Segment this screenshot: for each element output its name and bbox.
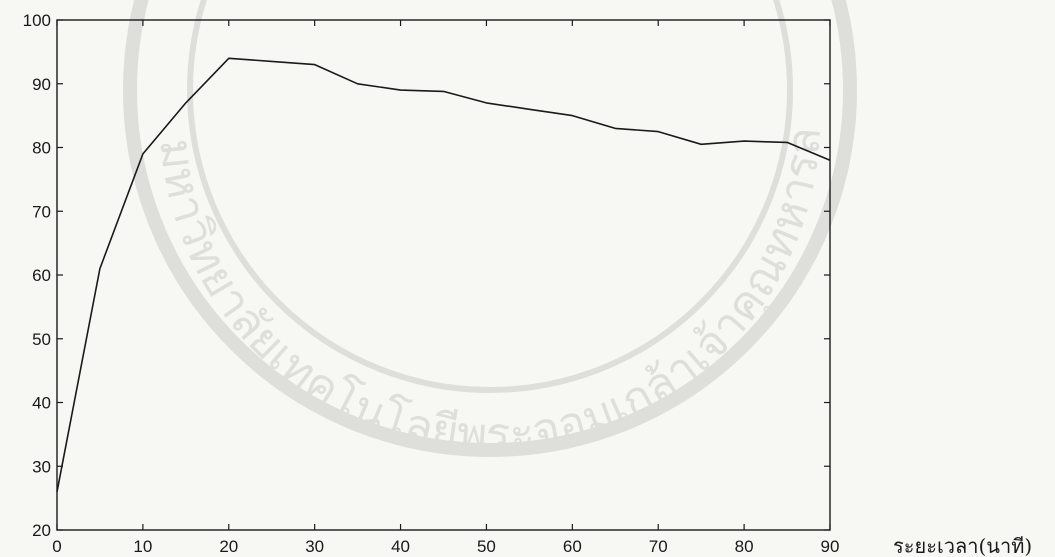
watermark-seal: มหาวิทยาลัยเทคโนโลยีพระจอมเกล้าเจ้าคุณทห…: [0, 0, 857, 461]
y-tick-label: 100: [23, 11, 51, 30]
series-lines: [56, 57, 831, 492]
x-tick-label: 50: [477, 537, 496, 556]
y-tick-label: 30: [32, 457, 51, 476]
x-tick-label: 10: [133, 537, 152, 556]
axis-ticks: [56, 19, 831, 531]
x-tick-label: 70: [649, 537, 668, 556]
y-tick-label: 80: [32, 139, 51, 158]
y-tick-label: 40: [32, 394, 51, 413]
y-tick-label: 60: [32, 266, 51, 285]
y-tick-label: 50: [32, 330, 51, 349]
x-axis-label: ระยะเวลา(นาที): [893, 534, 1033, 557]
y-tick-label: 90: [32, 75, 51, 94]
y-tick-label: 70: [32, 202, 51, 221]
watermark-outer-ring: [123, 0, 857, 457]
x-tick-label: 20: [219, 537, 238, 556]
x-tick-label: 40: [391, 537, 410, 556]
x-tick-label: 60: [563, 537, 582, 556]
x-tick-label: 0: [52, 537, 61, 556]
y-tick-label: 20: [32, 521, 51, 540]
axis-tick-labels: 0 10 20 30 40 50 60 70 80 90 20 30 40 50 60 70 80 90 100: [23, 11, 840, 556]
x-tick-label: 80: [735, 537, 754, 556]
watermark-inner-ring: [187, 0, 793, 393]
series-line: [56, 57, 831, 492]
x-tick-label: 90: [821, 537, 840, 556]
x-tick-label: 30: [305, 537, 324, 556]
